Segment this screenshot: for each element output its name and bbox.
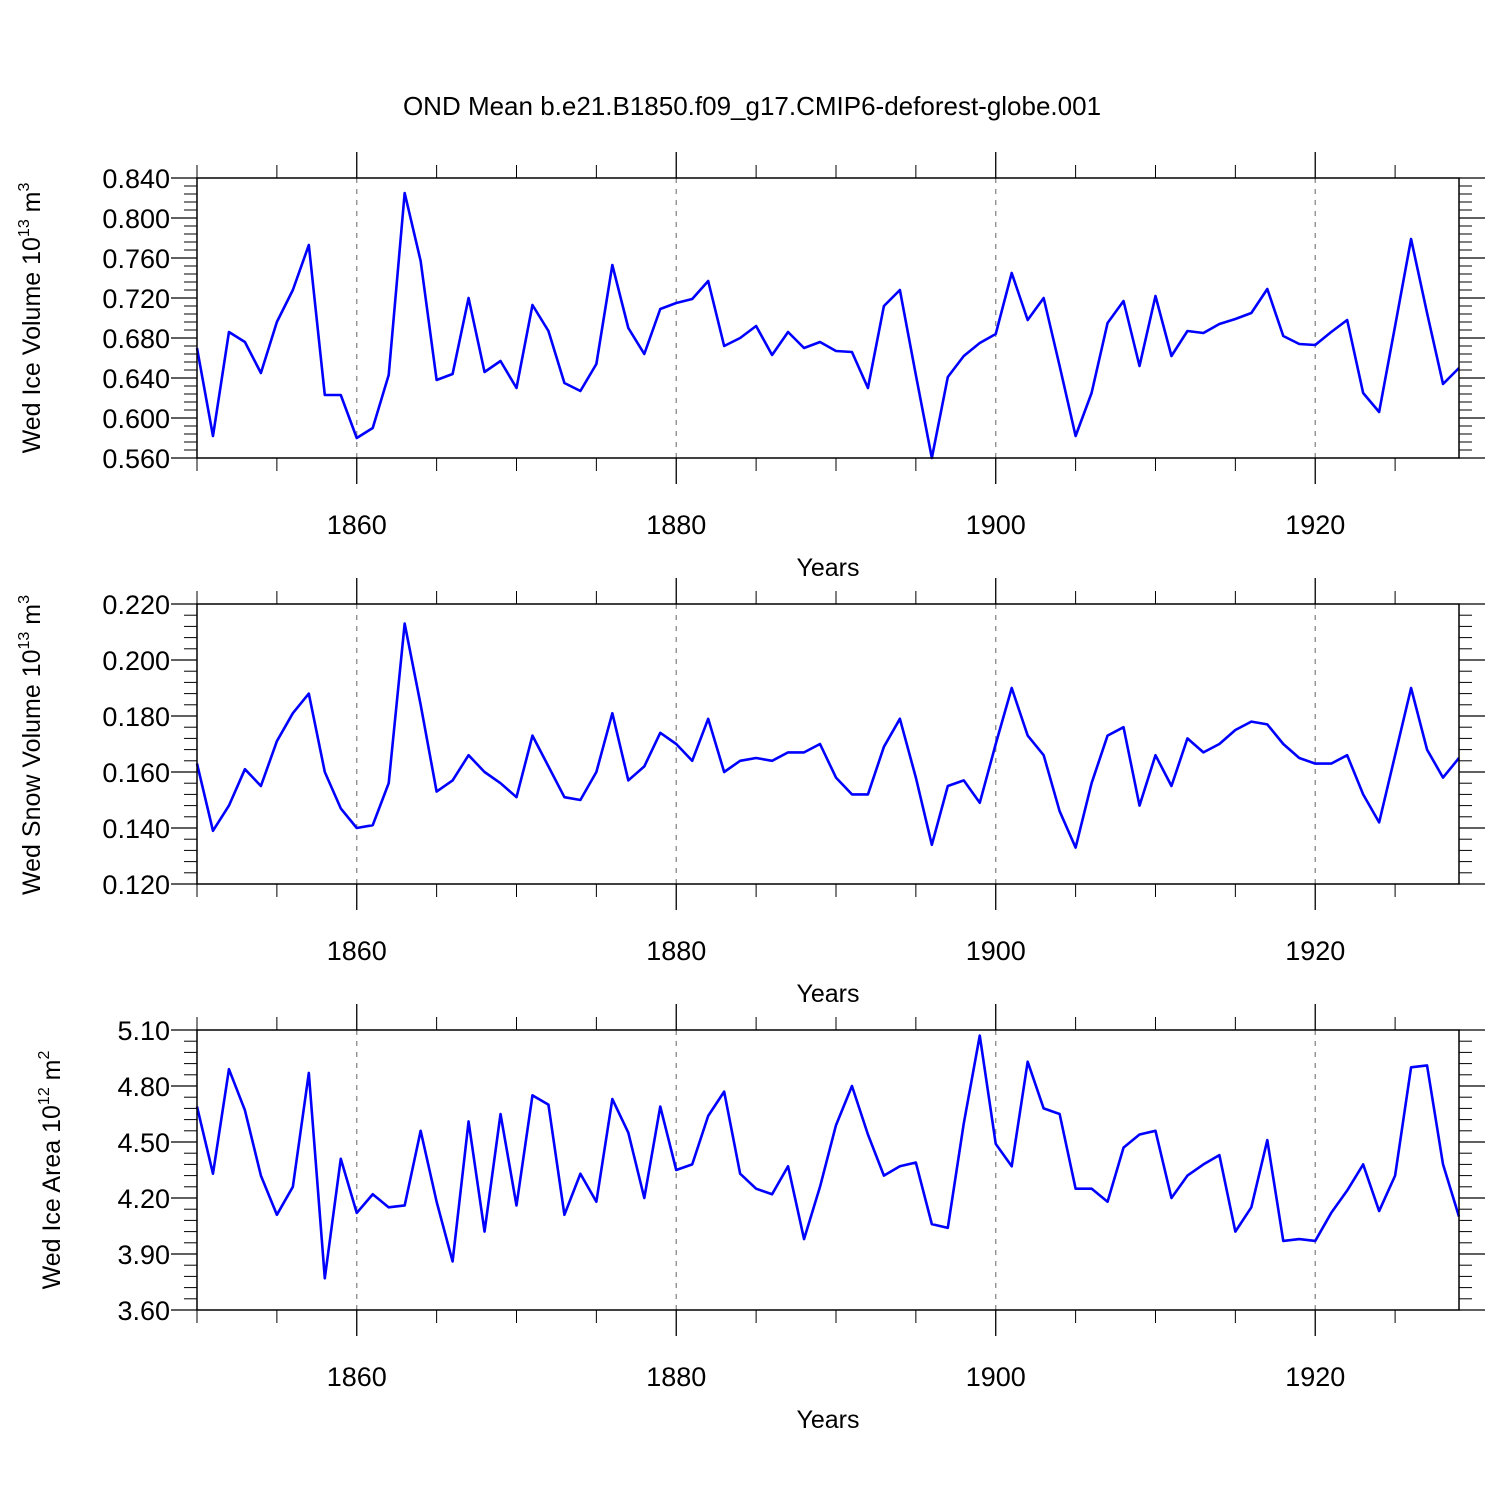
- panel-snow-volume-xtick-label-2: 1900: [966, 936, 1026, 966]
- panel-ice-area-ylabel-unit: m: [38, 1059, 66, 1087]
- panel-ice-area-ytick-label-1: 3.90: [117, 1240, 170, 1270]
- panel-ice-area-ylabel-prefix: Wed Ice Area 10: [38, 1105, 66, 1289]
- panel-ice-area-ylabel-unit-exp: 2: [36, 1050, 53, 1059]
- panel-ice-volume-ylabel: Wed Ice Volume 1013 m3: [16, 182, 46, 453]
- panel-ice-volume-ylabel-exp: 13: [16, 219, 33, 237]
- panel-ice-volume-series-line: [195, 191, 1460, 460]
- panel-snow-volume-ytick-label-3: 0.180: [102, 702, 170, 732]
- panel-ice-volume-ylabel-prefix: Wed Ice Volume 10: [18, 237, 46, 453]
- panel-ice-area-ytick-label-3: 4.50: [117, 1128, 170, 1158]
- panel-ice-volume-xtick-label-3: 1920: [1285, 510, 1345, 540]
- panel-snow-volume-frame: [196, 603, 1460, 885]
- panel-ice-volume-xtick-label-1: 1880: [646, 510, 706, 540]
- panel-ice-area-ytick-label-4: 4.80: [117, 1072, 170, 1102]
- panel-snow-volume-ylabel-exp: 13: [16, 632, 33, 650]
- panel-ice-area-ytick-label-5: 5.10: [117, 1016, 170, 1046]
- panel-ice-area-xlabel: Years: [796, 1406, 859, 1434]
- panel-ice-volume-ytick-label-6: 0.800: [102, 204, 170, 234]
- panel-ice-volume-ylabel-unit: m: [18, 191, 46, 219]
- panel-ice-volume-ytick-label-0: 0.560: [102, 444, 170, 474]
- panel-ice-area-series-line: [195, 1034, 1461, 1280]
- panel-snow-volume-ytick-label-2: 0.160: [102, 758, 170, 788]
- panel-ice-volume: Wed Ice Volume 1013 m3 Years 0.560 0.600 0…: [16, 152, 1485, 582]
- panel-ice-area-ylabel: Wed Ice Area 1012 m2: [36, 1050, 66, 1289]
- panel-ice-volume-ytick-label-4: 0.720: [102, 284, 170, 314]
- panel-ice-volume-ytick-label-7: 0.840: [102, 164, 170, 194]
- panel-ice-volume-ylabel-unit-exp: 3: [16, 182, 33, 191]
- panel-ice-area-xtick-label-1: 1880: [646, 1362, 706, 1392]
- panel-snow-volume-ytick-label-5: 0.220: [102, 590, 170, 620]
- chart-title: OND Mean b.e21.B1850.f09_g17.CMIP6-defor…: [403, 91, 1101, 121]
- panel-ice-volume-ytick-label-5: 0.760: [102, 244, 170, 274]
- panel-snow-volume-ytick-label-0: 0.120: [102, 870, 170, 900]
- panel-ice-volume-ytick-label-3: 0.680: [102, 324, 170, 354]
- panel-ice-volume-xtick-label-2: 1900: [966, 510, 1026, 540]
- panel-ice-area: Wed Ice Area 1012 m2 Years 3.60 3.90 4.20 4…: [36, 1004, 1485, 1434]
- panel-ice-area-xtick-label-0: 1860: [327, 1362, 387, 1392]
- panel-ice-area-frame: [196, 1029, 1460, 1311]
- panel-ice-area-xtick-label-3: 1920: [1285, 1362, 1345, 1392]
- panel-snow-volume-xtick-label-1: 1880: [646, 936, 706, 966]
- panel-ice-area-ytick-label-2: 4.20: [117, 1184, 170, 1214]
- panel-snow-volume-ylabel-unit: m: [18, 604, 46, 632]
- panel-snow-volume-series-line: [195, 622, 1461, 849]
- panel-ice-volume-xtick-label-0: 1860: [327, 510, 387, 540]
- panel-ice-area-ylabel-exp: 12: [36, 1087, 53, 1105]
- panel-ice-volume-xlabel: Years: [796, 554, 859, 582]
- panel-ice-volume-ytick-label-1: 0.600: [102, 404, 170, 434]
- panel-snow-volume-xtick-label-0: 1860: [327, 936, 387, 966]
- panel-snow-volume-ylabel: Wed Snow Volume 1013 m3: [16, 595, 46, 895]
- panel-ice-volume-ytick-label-2: 0.640: [102, 364, 170, 394]
- panel-snow-volume-xlabel: Years: [796, 980, 859, 1008]
- panel-ice-area-xtick-label-2: 1900: [966, 1362, 1026, 1392]
- panel-snow-volume-ytick-label-1: 0.140: [102, 814, 170, 844]
- panel-ice-volume-frame: [196, 177, 1460, 459]
- panel-snow-volume-xtick-label-3: 1920: [1285, 936, 1345, 966]
- panel-ice-area-ytick-label-0: 3.60: [117, 1296, 170, 1326]
- panel-snow-volume: Wed Snow Volume 1013 m3 Years 0.120 0.140…: [16, 578, 1485, 1008]
- panel-snow-volume-ytick-label-4: 0.200: [102, 646, 170, 676]
- panel-snow-volume-ylabel-unit-exp: 3: [16, 595, 33, 604]
- panel-snow-volume-ylabel-prefix: Wed Snow Volume 10: [18, 649, 46, 895]
